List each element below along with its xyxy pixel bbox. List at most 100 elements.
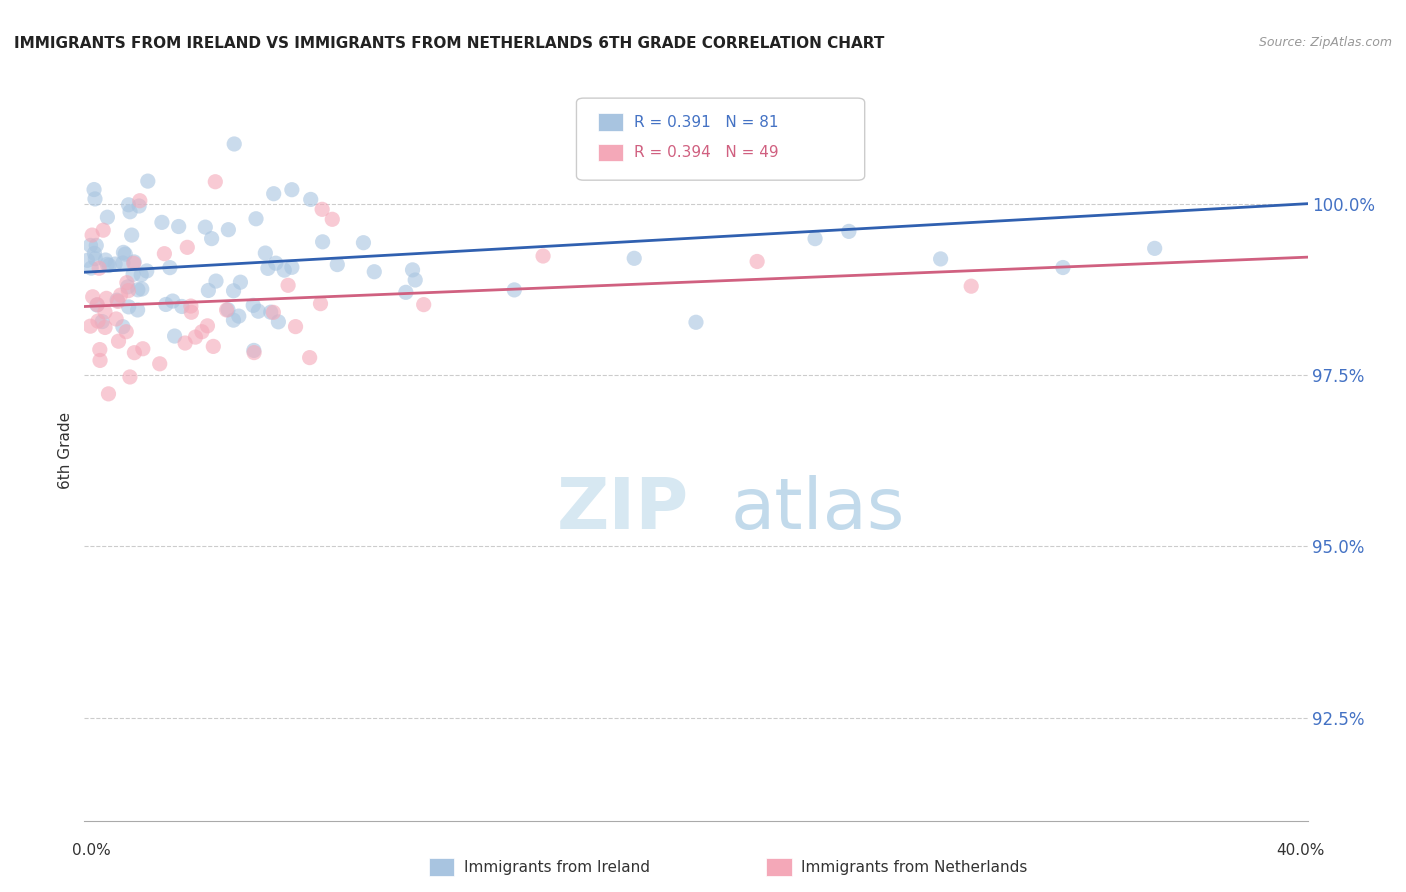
Point <box>87 314 110 328</box>
Point <box>243 345 266 359</box>
Point <box>112 245 135 260</box>
Text: R = 0.391   N = 81: R = 0.391 N = 81 <box>634 115 779 129</box>
Point <box>747 254 769 268</box>
Point <box>89 261 111 276</box>
Point <box>120 204 142 219</box>
Point <box>129 268 152 282</box>
Point <box>114 247 136 261</box>
Point <box>118 300 141 314</box>
Text: 40.0%: 40.0% <box>1277 843 1324 858</box>
Point <box>838 224 860 238</box>
Point <box>128 194 150 208</box>
Text: Immigrants from Ireland: Immigrants from Ireland <box>464 860 650 874</box>
Point <box>79 238 101 252</box>
Point <box>194 220 217 235</box>
Point <box>89 343 111 357</box>
Point <box>163 329 186 343</box>
Point <box>217 222 239 236</box>
Point <box>155 297 177 311</box>
Point <box>929 252 952 266</box>
Point <box>298 351 321 365</box>
Point <box>257 261 280 276</box>
Point <box>273 263 295 277</box>
Point <box>395 285 418 300</box>
Point <box>202 339 225 353</box>
Point <box>180 299 202 313</box>
Point <box>96 211 118 225</box>
Point <box>84 192 107 206</box>
Point <box>247 304 270 318</box>
Point <box>363 265 385 279</box>
Point <box>128 199 150 213</box>
Point <box>254 246 277 260</box>
Y-axis label: 6th Grade: 6th Grade <box>58 412 73 489</box>
Point <box>311 235 333 249</box>
Point <box>309 296 332 310</box>
Point <box>136 174 159 188</box>
Point <box>267 315 290 329</box>
Point <box>245 211 267 226</box>
Point <box>262 305 284 319</box>
Point <box>122 255 145 269</box>
Point <box>352 235 374 250</box>
Point <box>124 345 146 359</box>
Text: atlas: atlas <box>731 475 905 544</box>
Point <box>79 319 101 334</box>
Point <box>623 252 645 266</box>
Point <box>222 284 245 298</box>
Point <box>176 240 198 254</box>
Point <box>118 370 141 384</box>
Text: Immigrants from Netherlands: Immigrants from Netherlands <box>801 860 1028 874</box>
Point <box>1143 241 1166 255</box>
Point <box>105 312 128 326</box>
Point <box>82 290 104 304</box>
Point <box>215 302 238 317</box>
Point <box>80 261 103 276</box>
Point <box>299 193 322 207</box>
Point <box>83 183 105 197</box>
Point <box>159 260 181 275</box>
Point <box>105 293 128 308</box>
Point <box>111 319 134 334</box>
Point <box>1052 260 1074 275</box>
Point <box>86 298 108 312</box>
Point <box>201 231 224 245</box>
Point <box>111 256 134 270</box>
Text: 0.0%: 0.0% <box>72 843 111 858</box>
Point <box>127 283 149 297</box>
Point <box>242 298 264 312</box>
Point <box>404 273 426 287</box>
Point <box>204 175 226 189</box>
Point <box>229 275 252 289</box>
Point <box>94 320 117 334</box>
Text: IMMIGRANTS FROM IRELAND VS IMMIGRANTS FROM NETHERLANDS 6TH GRADE CORRELATION CHA: IMMIGRANTS FROM IRELAND VS IMMIGRANTS FR… <box>14 36 884 51</box>
Point <box>89 353 111 368</box>
Point <box>84 252 107 266</box>
Point <box>91 223 114 237</box>
Point <box>284 319 307 334</box>
Point <box>263 186 285 201</box>
Point <box>94 253 117 268</box>
Point <box>96 291 118 305</box>
Point <box>117 198 139 212</box>
Point <box>281 183 304 197</box>
Point <box>326 258 349 272</box>
Point <box>150 215 173 229</box>
Point <box>122 256 145 270</box>
Point <box>97 387 120 401</box>
Point <box>174 336 197 351</box>
Point <box>184 330 207 344</box>
Point <box>281 260 304 275</box>
Point <box>121 228 143 243</box>
Point <box>96 257 118 271</box>
Point <box>222 313 245 327</box>
Point <box>83 246 105 260</box>
Point <box>260 305 283 319</box>
Point <box>311 202 333 217</box>
Point <box>217 302 239 317</box>
Point <box>131 282 153 296</box>
Point <box>122 268 145 282</box>
Point <box>264 256 287 270</box>
Text: R = 0.394   N = 49: R = 0.394 N = 49 <box>634 145 779 160</box>
Point <box>110 288 132 302</box>
